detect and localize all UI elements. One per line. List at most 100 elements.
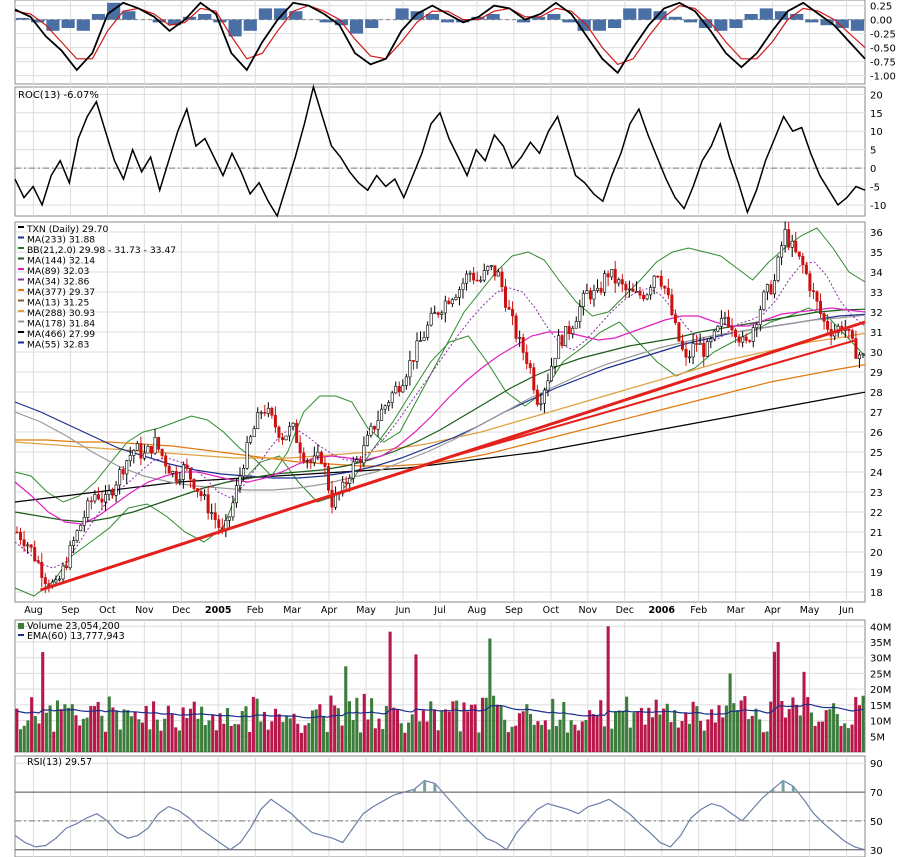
price-bar-body <box>224 520 228 530</box>
volume-bar <box>185 717 189 752</box>
volume-bar <box>573 724 577 752</box>
price-bar-body <box>344 481 348 484</box>
volume-bar <box>466 711 470 752</box>
price-bar-body <box>72 540 76 546</box>
volume-ema-swatch <box>18 634 24 636</box>
volume-bar <box>126 710 130 752</box>
price-bar-body <box>54 579 58 583</box>
macd-histogram-bar <box>167 19 181 26</box>
x-axis-label: Oct <box>99 605 116 616</box>
price-ytick: 29 <box>870 368 883 379</box>
volume-bar <box>850 724 854 752</box>
price-bar-body <box>40 561 44 578</box>
macd-histogram-bar <box>349 19 364 34</box>
price-ytick: 19 <box>870 568 883 579</box>
legend-swatch <box>18 310 24 312</box>
volume-bar <box>85 717 89 752</box>
price-bar-body <box>125 460 129 475</box>
volume-bar <box>384 705 388 752</box>
volume-bar <box>122 709 126 752</box>
volume-bar <box>735 710 740 752</box>
volume-bar <box>322 716 326 752</box>
volume-bar <box>710 709 714 752</box>
price-bar-body <box>167 465 171 474</box>
price-bar-body <box>514 315 518 339</box>
price-bar-body <box>288 426 292 437</box>
price-bar-body <box>107 490 111 495</box>
volume-bar <box>706 719 710 752</box>
volume-bar <box>602 726 607 752</box>
volume-bar <box>259 721 263 752</box>
price-bar-body <box>86 500 90 518</box>
volume-bar <box>820 721 825 752</box>
price-bar-body <box>263 411 267 414</box>
macd-histogram-bar <box>456 19 470 23</box>
volume-bar <box>802 671 806 752</box>
price-bar-body <box>627 288 631 291</box>
volume-bar <box>514 725 518 752</box>
volume-bar <box>769 701 773 752</box>
macd-histogram-bar <box>46 19 60 31</box>
price-bar-body <box>808 273 812 291</box>
volume-bar <box>783 717 788 752</box>
price-bar-body <box>234 485 238 504</box>
volume-bar <box>846 728 850 752</box>
price-bar-body <box>656 275 660 278</box>
macd-ytick: 0.00 <box>870 16 892 27</box>
volume-bar <box>333 705 337 752</box>
price-bar-body <box>571 327 575 334</box>
x-axis-label: Dec <box>616 605 634 616</box>
price-bar-body <box>227 516 231 521</box>
volume-bar <box>137 719 141 752</box>
legend-item: MA(144) 32.14 <box>27 256 95 267</box>
price-bar-body <box>29 544 33 548</box>
price-bar-body <box>603 273 607 293</box>
volume-bar <box>292 713 296 752</box>
x-axis-label: Feb <box>247 605 264 616</box>
legend-swatch <box>18 268 24 270</box>
volume-bar <box>377 718 381 752</box>
price-ytick: 30 <box>870 348 883 359</box>
volume-bar <box>233 724 237 752</box>
volume-bar <box>344 666 348 752</box>
roc-line <box>14 84 866 218</box>
price-bar-body <box>861 353 865 356</box>
price-bar-body <box>709 338 713 342</box>
volume-bar <box>554 726 558 752</box>
volume-bar <box>517 713 522 752</box>
volume-bar <box>477 732 481 752</box>
legend-item: MA(288) 30.93 <box>27 308 95 319</box>
volume-bar <box>307 723 311 752</box>
rsi-ytick: 30 <box>870 846 883 857</box>
legend-item: MA(89) 32.03 <box>27 266 89 277</box>
volume-bar <box>200 706 204 752</box>
price-bar-body <box>560 335 564 346</box>
price-bar-body <box>245 442 249 469</box>
volume-bar <box>621 710 625 752</box>
volume-bar <box>795 704 799 752</box>
volume-bar <box>244 706 248 752</box>
price-bar-body <box>670 294 674 316</box>
price-bar-body <box>546 380 550 391</box>
volume-bar <box>462 702 466 752</box>
macd-histogram-bar <box>532 16 546 20</box>
price-bar-body <box>737 336 741 343</box>
price-bar-body <box>542 389 546 404</box>
volume-bar <box>166 705 170 752</box>
price-bar-body <box>606 273 610 278</box>
volume-bar <box>669 722 673 752</box>
price-bar-body <box>93 494 97 502</box>
roc-ytick: -5 <box>870 183 880 194</box>
price-bar-body <box>404 376 408 386</box>
volume-bar <box>676 727 680 752</box>
price-bar-body <box>82 517 86 526</box>
price-bar-body <box>783 229 787 246</box>
x-axis-label: May <box>356 605 376 616</box>
price-bar-body <box>196 488 200 492</box>
price-bar-body <box>486 266 490 271</box>
price-ytick: 21 <box>870 528 883 539</box>
volume-bar <box>52 731 56 752</box>
price-bar-body <box>599 287 603 293</box>
volume-bar <box>347 701 352 752</box>
macd-histogram-bar <box>365 19 379 28</box>
